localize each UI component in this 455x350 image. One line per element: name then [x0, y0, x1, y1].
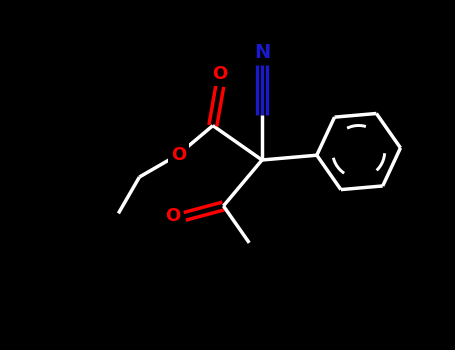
- Text: O: O: [165, 207, 181, 225]
- Text: N: N: [254, 43, 270, 63]
- Text: O: O: [212, 65, 228, 83]
- Text: O: O: [171, 146, 186, 163]
